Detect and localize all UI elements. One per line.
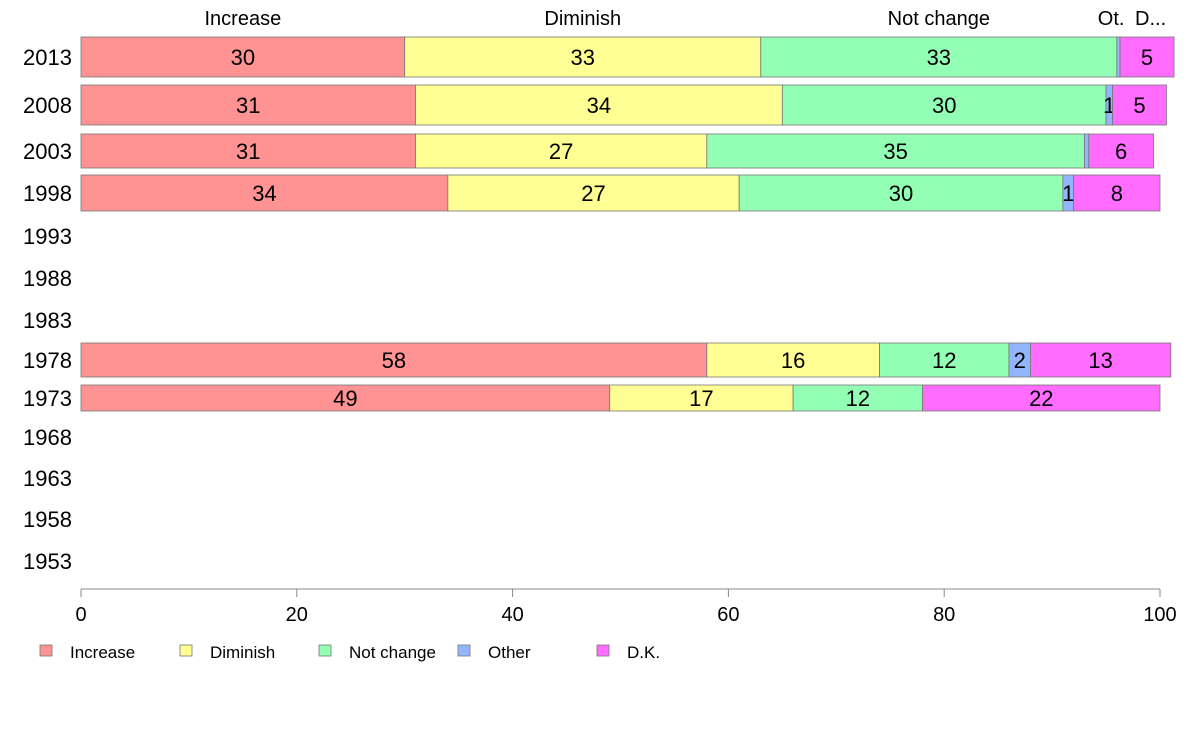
y-tick-label: 1993: [23, 224, 72, 249]
legend-swatch: [179, 644, 193, 657]
data-label: 30: [889, 181, 913, 206]
legend-label: D.K.: [627, 643, 660, 662]
data-label: 12: [932, 348, 956, 373]
data-label: 30: [932, 93, 956, 118]
bar-segment: [80, 84, 416, 126]
bar-segment: [80, 174, 449, 212]
data-label: 34: [252, 181, 276, 206]
y-axis-labels: 2013 2008 2003 1998 1993 1988 1983 1978 1973 1968…: [23, 45, 72, 574]
data-label: 33: [927, 45, 951, 70]
bar-segment: [415, 84, 783, 126]
bar-segment: [760, 36, 1118, 78]
y-tick-label: 1978: [23, 348, 72, 373]
bar-segment: [1073, 174, 1161, 212]
x-tick-label: 80: [933, 604, 955, 626]
y-tick-label: 1998: [23, 181, 72, 206]
x-tick-label: 20: [286, 604, 308, 626]
bar-segment: [738, 174, 1064, 212]
segment-header-label: Increase: [204, 8, 281, 30]
bar-segment: [80, 384, 611, 412]
data-label: 2: [1014, 348, 1026, 373]
y-tick-label: 1963: [23, 466, 72, 491]
data-label: 22: [1029, 386, 1053, 411]
bar-segment: [1116, 36, 1121, 78]
legend: Increase Diminish Not change Other D.K.: [39, 643, 660, 662]
y-tick-label: 1988: [23, 266, 72, 291]
data-label: 13: [1088, 348, 1112, 373]
y-tick-label: 2008: [23, 93, 72, 118]
bar-segment: [80, 133, 416, 169]
data-label: 27: [581, 181, 605, 206]
bar-segment: [80, 36, 406, 78]
bar-segment: [1030, 342, 1172, 378]
data-label: 33: [570, 45, 594, 70]
legend-swatch: [318, 644, 332, 657]
legend-label: Diminish: [210, 643, 275, 662]
x-axis: 0 20 40 60 80 100: [75, 588, 1177, 626]
y-tick-label: 1958: [23, 507, 72, 532]
y-tick-label: 1973: [23, 386, 72, 411]
y-tick-label: 2013: [23, 45, 72, 70]
data-label: 5: [1141, 45, 1153, 70]
data-label: 12: [846, 386, 870, 411]
x-tick-label: 100: [1143, 604, 1176, 626]
y-tick-label: 2003: [23, 139, 72, 164]
data-label: 5: [1133, 93, 1145, 118]
data-label: 27: [549, 139, 573, 164]
segment-header-label: D...: [1135, 8, 1166, 30]
data-label: 58: [382, 348, 406, 373]
data-label: 31: [236, 93, 260, 118]
data-label: 1: [1062, 181, 1074, 206]
legend-label: Other: [488, 643, 531, 662]
data-label: 16: [781, 348, 805, 373]
bar-segment: [792, 384, 924, 412]
x-tick-label: 60: [717, 604, 739, 626]
bar-segment: [1119, 36, 1175, 78]
bar-segment: [879, 342, 1010, 378]
segment-header-label: Not change: [888, 8, 990, 30]
legend-swatch: [457, 644, 471, 657]
bar-segment: [404, 36, 762, 78]
segment-header-label: Diminish: [544, 8, 621, 30]
x-tick-label: 0: [75, 604, 86, 626]
legend-label: Not change: [349, 643, 436, 662]
bar-segment: [1112, 84, 1167, 126]
y-tick-label: 1953: [23, 549, 72, 574]
legend-swatch: [39, 644, 53, 657]
data-label: 34: [587, 93, 611, 118]
data-label: 30: [231, 45, 255, 70]
data-label: 49: [333, 386, 357, 411]
y-tick-label: 1968: [23, 425, 72, 450]
data-label: 6: [1115, 139, 1127, 164]
bar-segment: [80, 342, 708, 378]
bar-segment: [706, 342, 880, 378]
bar-segment: [922, 384, 1161, 412]
y-tick-label: 1983: [23, 308, 72, 333]
bar-segment: [706, 133, 1085, 169]
data-label: 35: [883, 139, 907, 164]
data-label: 31: [236, 139, 260, 164]
legend-swatch: [596, 644, 610, 657]
bar-segment: [1088, 133, 1154, 169]
legend-label: Increase: [70, 643, 135, 662]
segment-header-labels: Increase Diminish Not change Ot. D...: [204, 8, 1166, 30]
segment-header-label: Ot.: [1098, 8, 1125, 30]
data-label: 17: [689, 386, 713, 411]
bar-segment: [447, 174, 740, 212]
x-tick-label: 40: [501, 604, 523, 626]
bars-layer: 30 33 33 531 34 30 1 531 27 35 634 27 30 1 858 16 12 2 134…: [80, 36, 1175, 412]
bar-segment: [1084, 133, 1090, 169]
bar-segment: [781, 84, 1107, 126]
bar-segment: [609, 384, 794, 412]
data-label: 8: [1111, 181, 1123, 206]
